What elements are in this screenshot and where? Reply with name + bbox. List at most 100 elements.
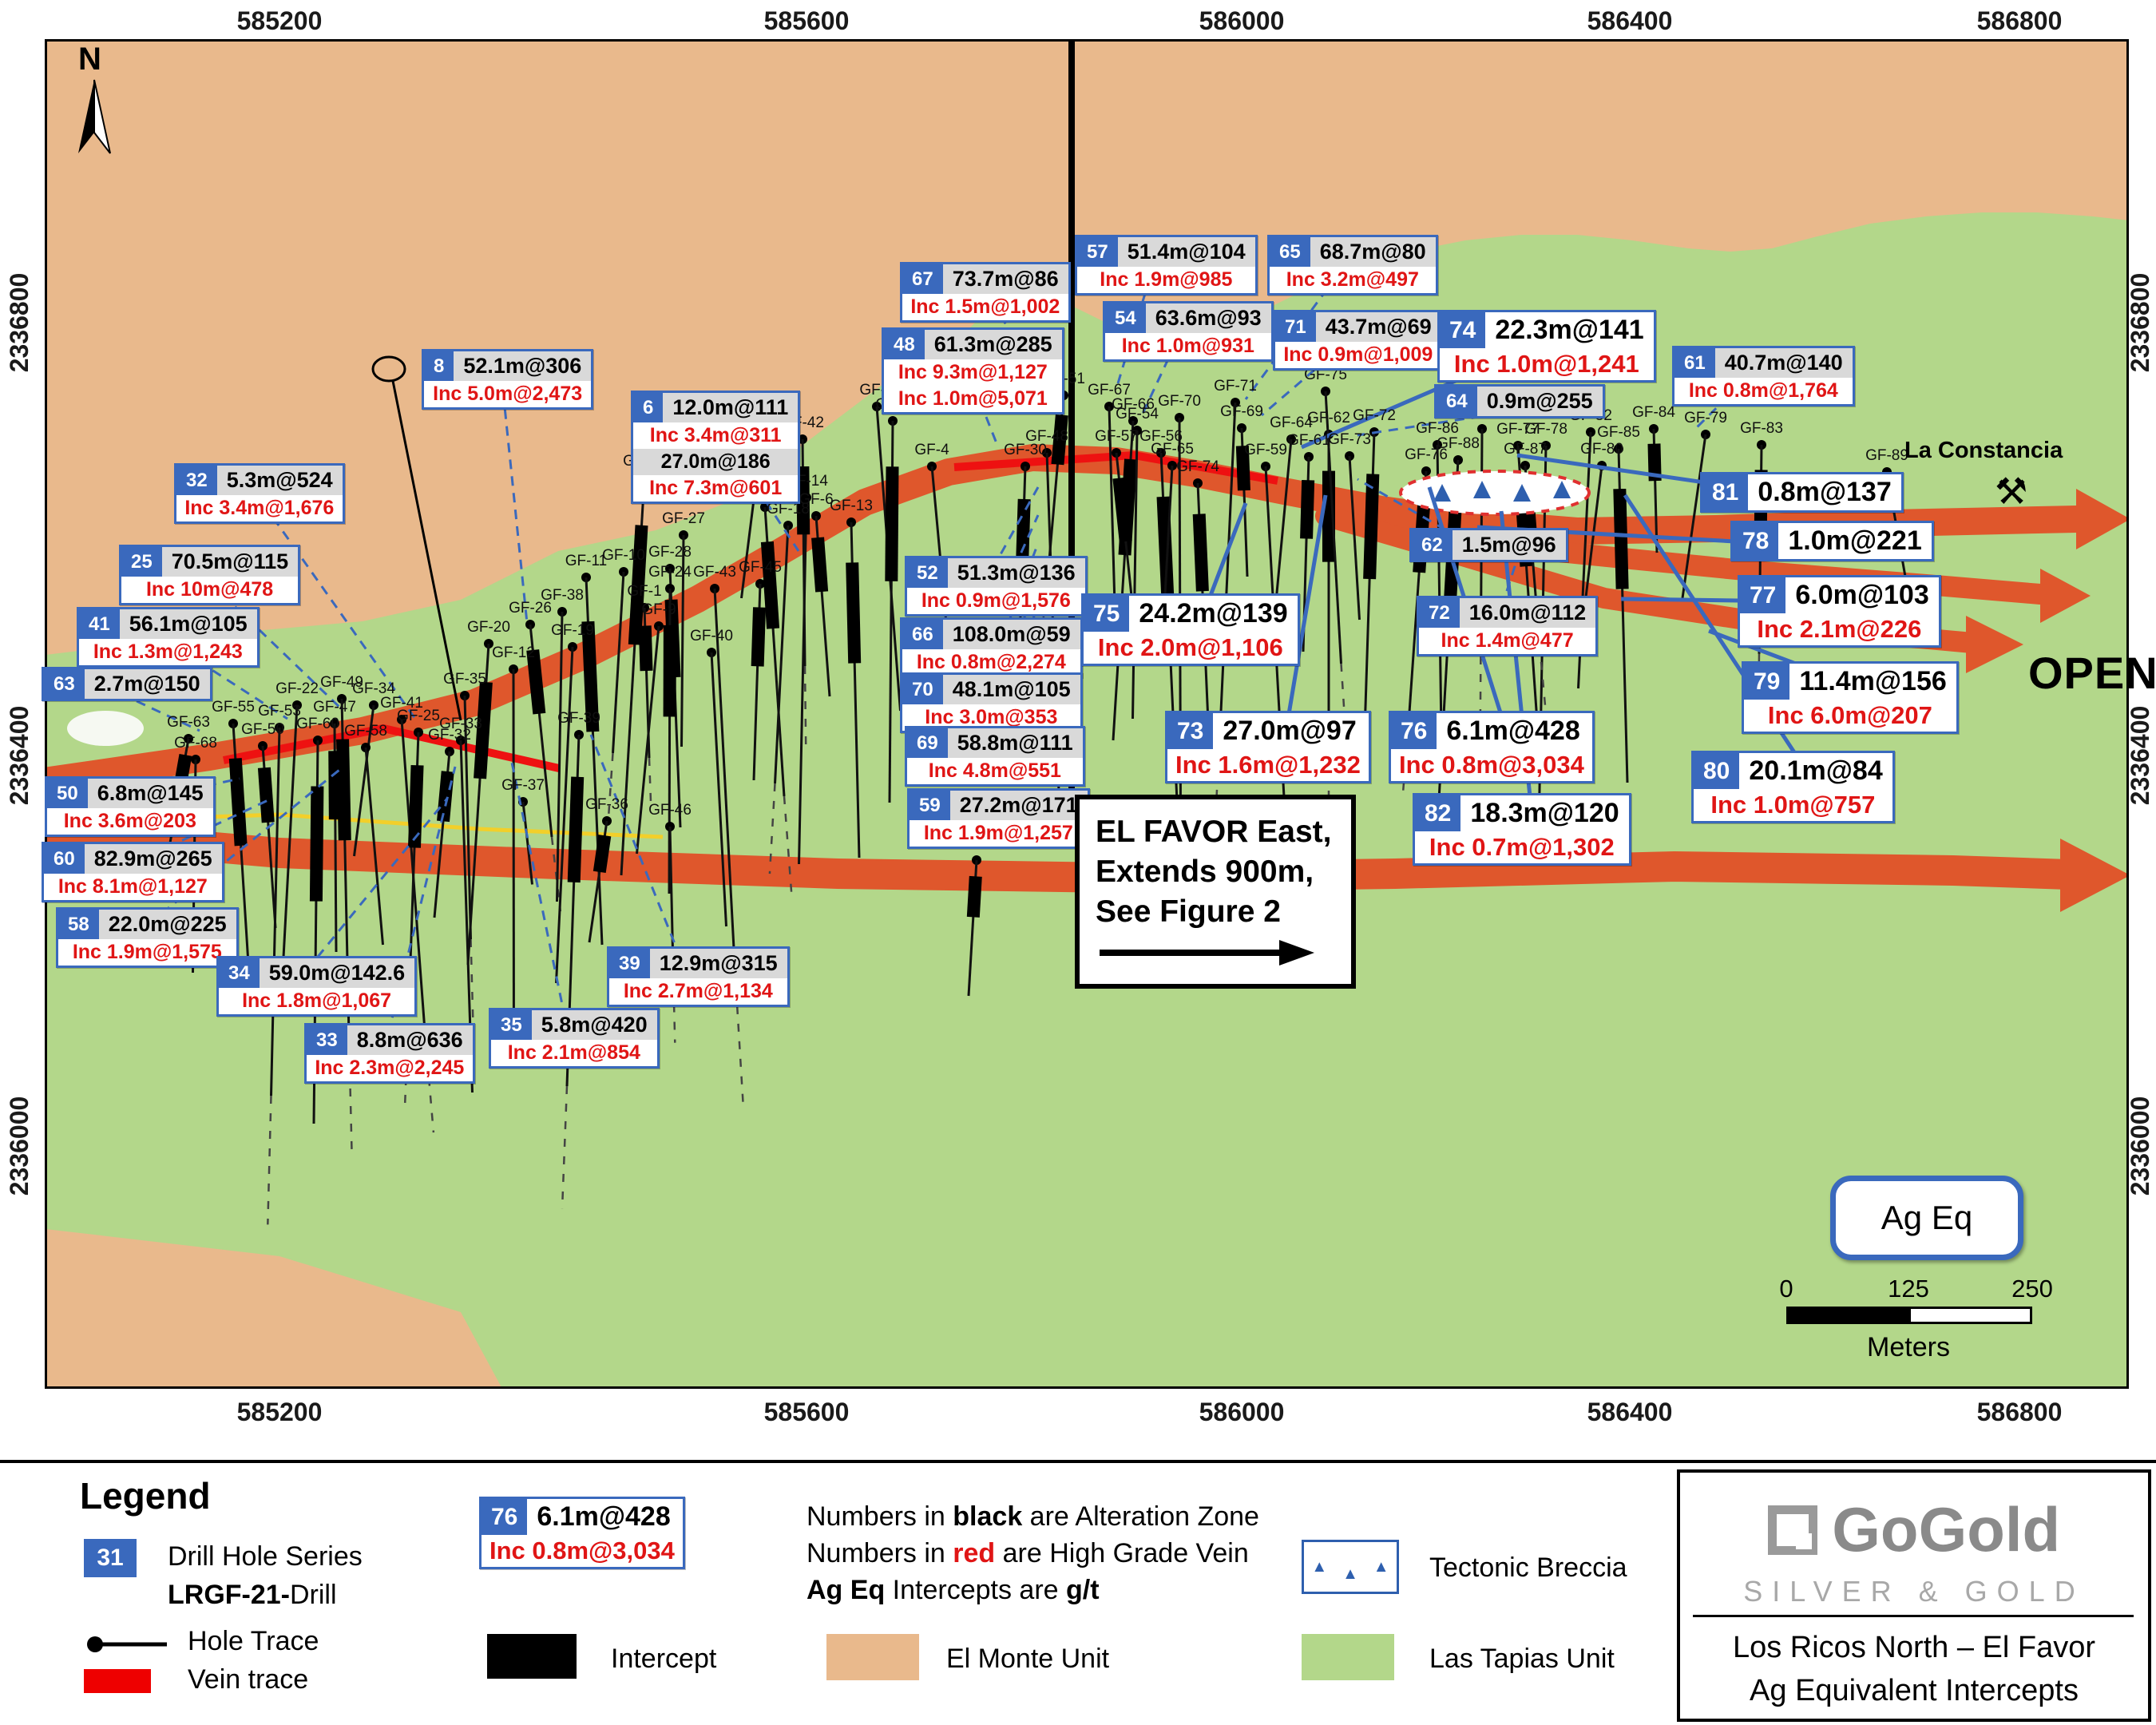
- intercept-bar: [567, 776, 585, 883]
- intercept-bar: [581, 621, 600, 732]
- callout-id-tag: 61: [1674, 348, 1715, 378]
- callout-row: 33 8.8m@636: [307, 1025, 473, 1055]
- callout-id-tag: 25: [121, 547, 162, 577]
- callout-inc-line: Inc 1.9m@1,575: [58, 939, 236, 966]
- el-favor-line: EL FAVOR East,: [1096, 815, 1332, 849]
- text-segment: red: [953, 1538, 996, 1568]
- drill-hole-label: GF-86: [1416, 420, 1459, 437]
- callout-inc-line: Inc 0.9m@1,576: [907, 588, 1085, 614]
- axis-label-x: 586000: [1199, 1398, 1285, 1426]
- drill-trace: [710, 652, 727, 927]
- tectonic-breccia-label: Tectonic Breccia: [1429, 1552, 1627, 1583]
- callout-inc-line: Inc 3.6m@203: [47, 808, 213, 835]
- callout-id-tag: 80: [1694, 753, 1740, 789]
- text-segment: g/t: [1066, 1575, 1100, 1605]
- drill-trace: [556, 611, 564, 902]
- callout-main-value: 22.3m@141: [1485, 312, 1654, 348]
- callout-row: 71 43.7m@69: [1275, 312, 1441, 342]
- vein-trace-label: Vein trace: [188, 1664, 309, 1695]
- callout-row: 72 16.0m@112: [1419, 598, 1596, 628]
- intercept-callout: 71 43.7m@69 Inc 0.9m@1,009: [1273, 310, 1444, 371]
- intercept-callout: 69 58.8m@111 Inc 4.8m@551: [905, 726, 1085, 787]
- drill-hole-label: GF-28: [648, 544, 692, 561]
- drill-hole-label: GF-46: [648, 802, 692, 819]
- callout-main-value: 70.5m@115: [161, 547, 299, 577]
- drill-hole-label: GF-47: [313, 699, 356, 716]
- drill-trace-projection: [267, 1095, 272, 1225]
- callout-row: 70 48.1m@105: [902, 675, 1080, 704]
- callout-inc-line: Inc 1.0m@1,241: [1440, 348, 1654, 380]
- intercept-bar: [1156, 496, 1175, 607]
- callout-id-tag: 8: [424, 351, 454, 381]
- callout-id-tag: 52: [907, 558, 948, 588]
- callout-id-tag: 69: [907, 728, 948, 758]
- intercept-callout: 63 2.7m@150: [42, 667, 212, 701]
- callout-main-value: 56.1m@105: [119, 609, 257, 639]
- vein-trace-red-left: [223, 724, 561, 772]
- callout-row: 60 82.9m@265: [44, 844, 222, 874]
- drill-trace-projection: [561, 1085, 569, 1210]
- drill-hole-label: GF-60: [296, 716, 339, 732]
- callout-id-tag: 39: [609, 949, 650, 978]
- legend-panel: Legend 31 Drill Hole Series LRGF-21-Dril…: [0, 1460, 2156, 1725]
- north-arrow-icon: [93, 79, 111, 154]
- callout-row: 78 1.0m@221: [1733, 523, 1932, 559]
- callout-id-tag: 64: [1437, 387, 1477, 416]
- callout-id-tag: 57: [1077, 237, 1118, 267]
- intercept-callout: 67 73.7m@86 Inc 1.5m@1,002: [900, 262, 1071, 323]
- gogold-logo-icon: [1767, 1505, 1817, 1555]
- drill-hole-label: GF-76: [1405, 446, 1448, 463]
- breccia-triangle: [1513, 484, 1531, 502]
- drill-hole-label: GF-37: [501, 777, 545, 794]
- callout-inc-line: Inc 6.0m@207: [1744, 700, 1956, 732]
- intercept-callout: 74 22.3m@141 Inc 1.0m@1,241: [1437, 310, 1656, 383]
- breccia-triangle: [1473, 481, 1491, 498]
- drill-trace: [636, 625, 660, 855]
- callout-main-value: 12.9m@315: [649, 949, 787, 978]
- callout-inc-line: 27.0m@186: [633, 449, 799, 475]
- callout-main-value: 5.3m@524: [216, 466, 343, 495]
- callout-id-tag: 75: [1084, 596, 1130, 632]
- callout-leader: [121, 692, 200, 732]
- callout-id-tag: 35: [491, 1010, 532, 1040]
- callout-row: 69 58.8m@111: [907, 728, 1083, 758]
- drill-trace: [521, 801, 533, 885]
- callout-id-tag: 32: [176, 466, 217, 495]
- callout-row: 76 6.1m@428: [482, 1499, 683, 1535]
- drill-trace-projection: [550, 836, 562, 912]
- el-monte-label: El Monte Unit: [946, 1644, 1110, 1674]
- callout-main-value: 51.3m@136: [947, 558, 1085, 588]
- figure-title-line1: Los Ricos North – El Favor: [1732, 1631, 2096, 1664]
- drill-hole-label: GF-10: [602, 547, 645, 564]
- el-favor-line: Extends 900m,: [1096, 854, 1314, 889]
- drill-trace: [364, 747, 384, 946]
- callout-leader: [135, 765, 344, 936]
- breccia-triangle: ▲: [1373, 1557, 1389, 1576]
- callout-inc-line: Inc 0.8m@3,034: [482, 1535, 683, 1567]
- drill-trace: [774, 525, 790, 784]
- drill-hole-label: GF-30: [1004, 442, 1047, 458]
- intercept-callout: 33 8.8m@636 Inc 2.3m@2,245: [304, 1023, 475, 1084]
- callout-main-value: 59.0m@142.6: [259, 958, 415, 988]
- intercept-callout: 50 6.8m@145 Inc 3.6m@203: [45, 776, 216, 837]
- drill-trace: [1132, 430, 1139, 720]
- drill-hole-label: GF-79: [1684, 410, 1727, 426]
- callout-id-tag: 81: [1702, 474, 1749, 510]
- branding-divider: [1693, 1615, 2134, 1617]
- callout-main-value: 24.2m@139: [1129, 596, 1298, 632]
- drill-hole-label: GF-64: [1270, 414, 1313, 431]
- drill-hole-label: GF-70: [1158, 393, 1201, 410]
- drill-hole-label: GF-25: [397, 708, 440, 724]
- axis-label-x: 586800: [1976, 6, 2063, 35]
- drill-trace: [512, 668, 515, 1069]
- callout-row: 80 20.1m@84: [1694, 753, 1892, 789]
- text-segment: LRGF-21-: [168, 1580, 290, 1610]
- callout-inc-line: Inc 2.3m@2,245: [307, 1055, 473, 1081]
- callout-id-tag: 65: [1270, 237, 1310, 267]
- callout-row: 64 0.9m@255: [1437, 387, 1603, 416]
- drill-hole-label: GF-35: [443, 671, 486, 688]
- drill-hole-label: GF-24: [648, 564, 692, 581]
- callout-id-tag: 82: [1415, 795, 1461, 831]
- callout-main-value: 6.0m@103: [1785, 577, 1939, 613]
- drill-trace: [282, 704, 299, 966]
